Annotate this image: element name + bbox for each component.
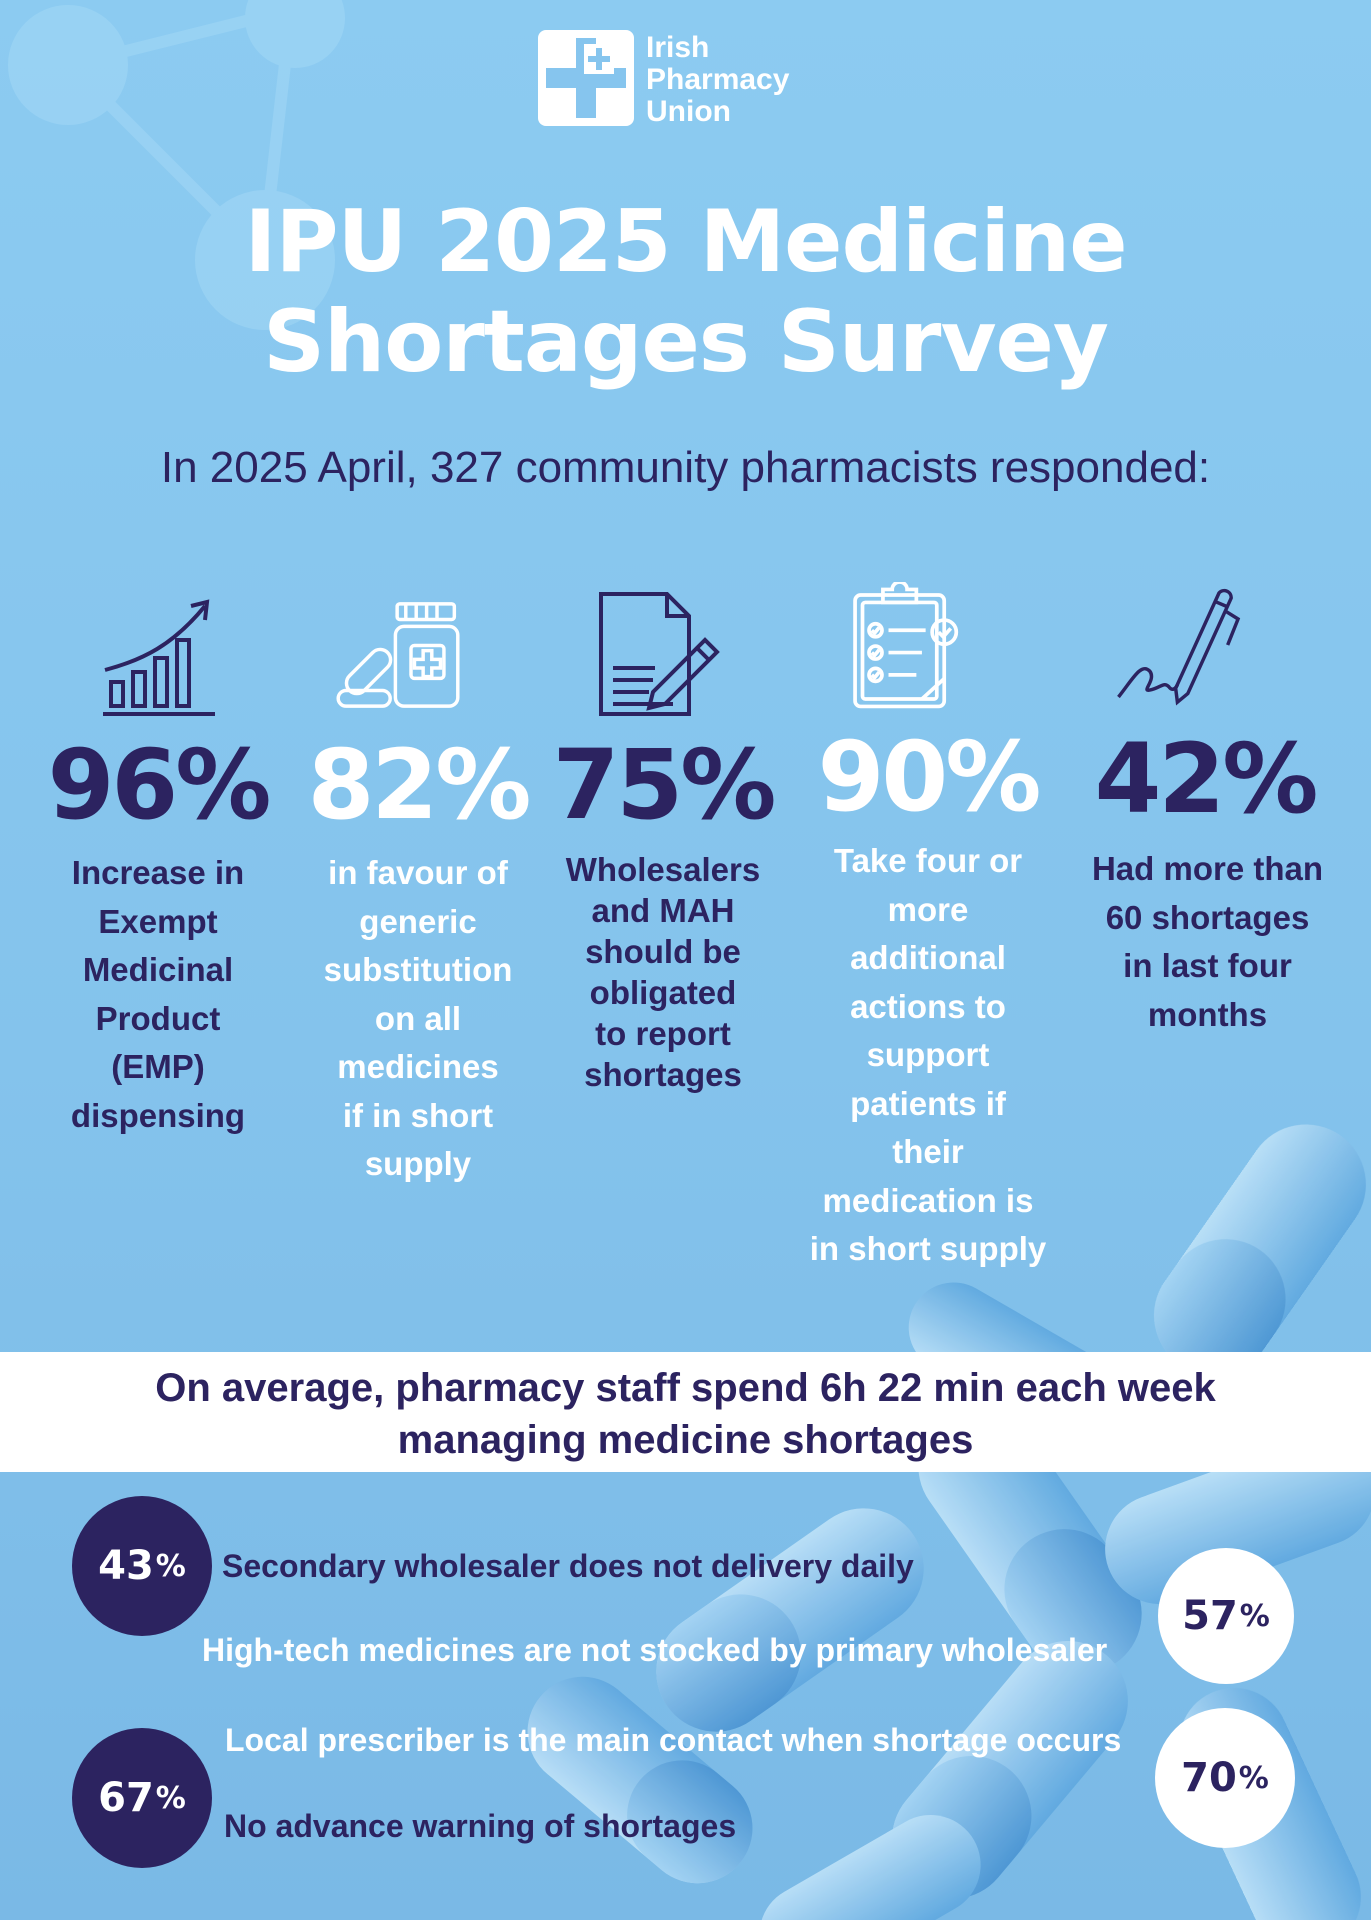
clipboard-checklist-icon — [853, 580, 959, 709]
bar-chart-growth-icon — [103, 599, 215, 716]
stat-description: Wholesalers and MAH should be obligated … — [543, 849, 783, 1095]
stat-percent: 96% — [47, 729, 272, 841]
title-line-2: Shortages Survey — [263, 292, 1109, 392]
stat-percent: 82% — [307, 729, 532, 841]
stat-percent: 42% — [1094, 723, 1319, 835]
finding-text-secondary-wholesaler: Secondary wholesaler does not delivery d… — [222, 1548, 914, 1584]
stat-desc-line: supply — [364, 1145, 472, 1182]
stat-desc-line: in last four — [1123, 947, 1292, 984]
average-time-text: On average, pharmacy staff spend 6h 22 m… — [0, 1362, 1371, 1466]
stat-desc-line: additional — [850, 939, 1006, 976]
stat-description: Increase in Exempt Medicinal Product (EM… — [38, 849, 278, 1140]
percent-sign: % — [1238, 1760, 1269, 1796]
stat-column-reporting-obligation: 75% Wholesalers and MAH should be obliga… — [543, 590, 783, 1095]
finding-text-local-prescriber: Local prescriber is the main contact whe… — [225, 1722, 1122, 1758]
page-title: IPU 2025 Medicine Shortages Survey — [0, 192, 1371, 392]
stat-desc-line: dispensing — [70, 1096, 246, 1134]
stat-desc-line: if in short — [342, 1096, 494, 1134]
stat-column-60-shortages: 42% Had more than 60 shortages in last f… — [1085, 580, 1330, 1039]
stat-desc-line: medication is — [822, 1181, 1034, 1219]
stat-description: Had more than 60 shortages in last four … — [1085, 845, 1330, 1039]
finding-number: 67 — [98, 1775, 154, 1821]
stat-desc-line: should be — [585, 933, 741, 970]
banner-line-1: On average, pharmacy staff spend 6h 22 m… — [155, 1366, 1216, 1410]
stat-desc-line: months — [1147, 995, 1268, 1033]
finding-number: 70 — [1181, 1755, 1237, 1801]
molecule-decoration — [8, 0, 345, 330]
stat-desc-line: Take four or — [833, 842, 1023, 879]
logo-line-pharmacy: Pharmacy — [646, 63, 790, 96]
stat-percent: 90% — [817, 721, 1042, 833]
ipu-cross-logo-icon — [538, 30, 634, 126]
stat-column-emp: 96% Increase in Exempt Medicinal Product… — [38, 590, 278, 1140]
stat-desc-line: obligated — [589, 974, 737, 1011]
stat-column-additional-actions: 90% Take four or more additional actions… — [808, 580, 1048, 1274]
stat-desc-line: Had more than — [1091, 850, 1324, 887]
stat-desc-line: generic — [359, 902, 477, 940]
title-line-1: IPU 2025 Medicine — [244, 192, 1127, 292]
finding-text-high-tech: High-tech medicines are not stocked by p… — [202, 1632, 1108, 1668]
survey-subtitle: In 2025 April, 327 community pharmacists… — [160, 443, 1211, 492]
stat-desc-line: Exempt — [98, 902, 218, 940]
medicine-bottle-icon — [336, 602, 460, 708]
stat-desc-line: more — [887, 890, 969, 928]
stat-desc-line: support — [866, 1036, 990, 1073]
stat-desc-line: in short supply — [809, 1230, 1047, 1267]
percent-sign: % — [155, 1548, 186, 1584]
percent-sign: % — [155, 1780, 186, 1816]
stat-desc-line: substitution — [323, 951, 513, 988]
percent-sign: % — [1239, 1598, 1270, 1634]
stat-desc-line: on all — [374, 999, 462, 1037]
stat-desc-line: medicines — [337, 1048, 499, 1085]
finding-number: 43 — [98, 1543, 154, 1589]
logo-line-irish: Irish — [646, 31, 710, 64]
stat-desc-line: Increase in — [71, 854, 245, 891]
finding-circle-43: 43% — [72, 1496, 212, 1636]
stat-desc-line: patients if — [850, 1084, 1006, 1122]
pen-signature-icon — [1117, 588, 1241, 706]
stat-desc-line: actions to — [850, 987, 1006, 1025]
stat-desc-line: to report — [595, 1015, 731, 1052]
finding-circle-70: 70% — [1155, 1708, 1295, 1848]
stat-description: Take four or more additional actions to … — [808, 837, 1048, 1274]
document-pen-icon — [599, 592, 720, 716]
stat-desc-line: (EMP) — [111, 1048, 205, 1085]
stat-desc-line: Product — [95, 999, 221, 1037]
stat-desc-line: in favour of — [328, 854, 508, 891]
stat-description: in favour of generic substitution on all… — [298, 849, 538, 1189]
average-time-banner: On average, pharmacy staff spend 6h 22 m… — [0, 1352, 1371, 1472]
finding-circle-67: 67% — [72, 1728, 212, 1868]
stat-desc-line: and MAH — [591, 892, 735, 929]
logo-wordmark: Irish Pharmacy Union — [646, 32, 789, 128]
stat-desc-line: their — [892, 1133, 964, 1170]
stat-percent: 75% — [552, 729, 777, 841]
stat-column-generic-substitution: 82% in favour of generic substitution on… — [298, 590, 538, 1189]
finding-circle-57: 57% — [1158, 1548, 1294, 1684]
finding-number: 57 — [1182, 1593, 1238, 1639]
stat-desc-line: Medicinal — [82, 951, 234, 988]
logo-line-union: Union — [646, 95, 731, 128]
finding-text-no-advance-warning: No advance warning of shortages — [224, 1808, 737, 1844]
banner-line-2: managing medicine shortages — [397, 1418, 974, 1462]
stat-desc-line: Wholesalers — [565, 851, 761, 888]
stat-desc-line: shortages — [584, 1056, 742, 1093]
stat-desc-line: 60 shortages — [1105, 898, 1310, 936]
ipu-logo: Irish Pharmacy Union — [538, 30, 838, 130]
